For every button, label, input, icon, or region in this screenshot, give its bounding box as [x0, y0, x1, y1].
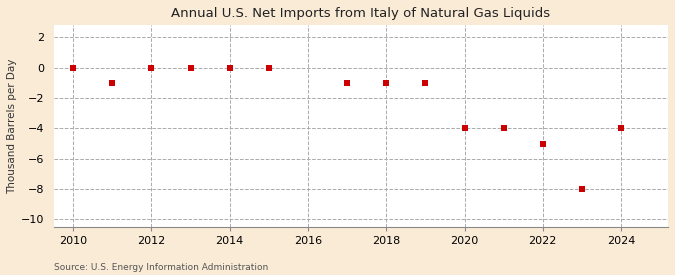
Text: Source: U.S. Energy Information Administration: Source: U.S. Energy Information Administ…	[54, 263, 268, 272]
Title: Annual U.S. Net Imports from Italy of Natural Gas Liquids: Annual U.S. Net Imports from Italy of Na…	[171, 7, 550, 20]
Y-axis label: Thousand Barrels per Day: Thousand Barrels per Day	[7, 59, 17, 194]
